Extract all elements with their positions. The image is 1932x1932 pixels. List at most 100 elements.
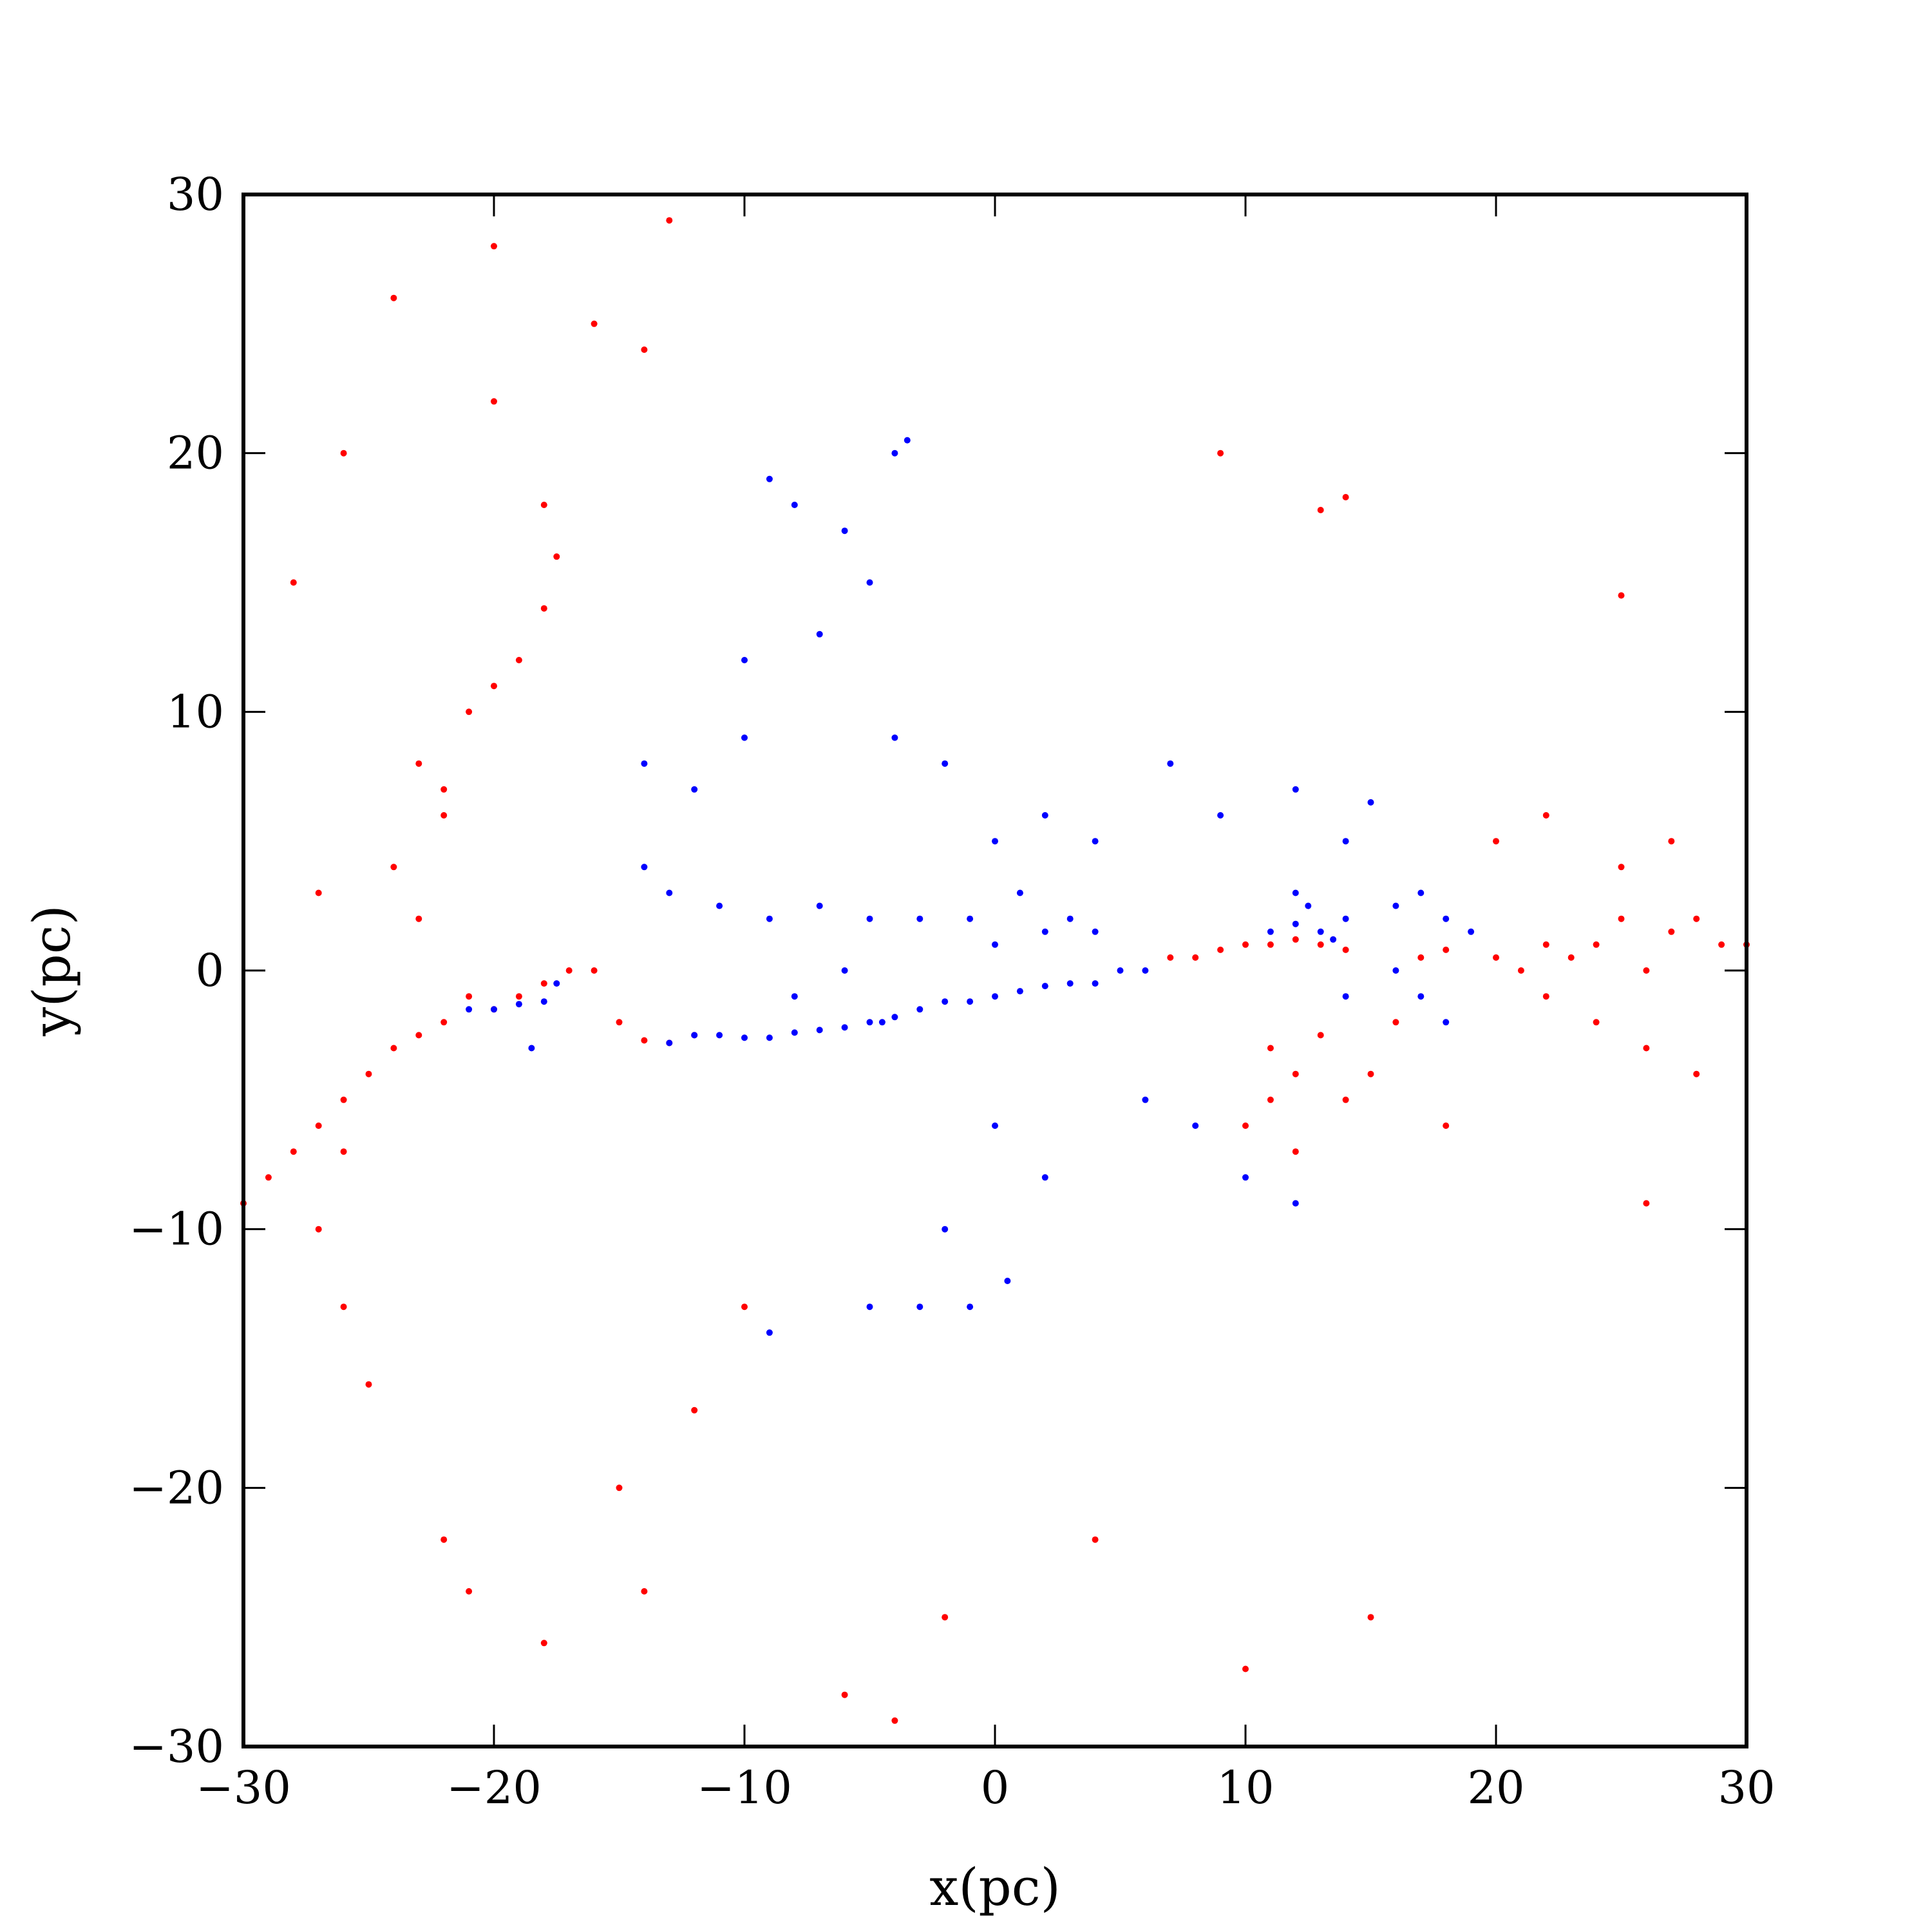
data-point: [1041, 928, 1048, 935]
data-point: [1267, 928, 1274, 935]
data-point: [290, 1148, 297, 1155]
data-point: [515, 657, 522, 663]
data-point: [1217, 946, 1224, 953]
data-point: [992, 941, 998, 948]
data-point: [891, 1717, 898, 1724]
data-point: [1016, 889, 1023, 896]
data-point: [1367, 799, 1374, 806]
data-point: [528, 1045, 535, 1052]
data-point: [1117, 967, 1124, 974]
data-point: [491, 1006, 497, 1013]
data-point: [791, 1029, 798, 1036]
data-point: [791, 993, 798, 1000]
y-tick-label: 20: [167, 427, 224, 480]
data-point: [716, 902, 723, 909]
data-point: [1443, 915, 1450, 922]
data-point: [1392, 902, 1399, 909]
data-point: [1041, 983, 1048, 990]
data-point: [1167, 760, 1174, 767]
data-point: [1092, 928, 1099, 935]
data-point: [1718, 941, 1725, 948]
data-point: [265, 1174, 272, 1181]
data-point: [1367, 1070, 1374, 1077]
data-point: [340, 1303, 347, 1311]
data-point: [1618, 864, 1625, 871]
data-point: [1668, 928, 1675, 935]
data-point: [1041, 812, 1048, 819]
data-point: [540, 502, 547, 508]
data-point: [916, 915, 923, 922]
data-point: [992, 1122, 998, 1129]
data-point: [942, 760, 949, 767]
data-point: [691, 786, 698, 793]
data-point: [1693, 1070, 1700, 1077]
data-point: [390, 1045, 397, 1052]
data-point: [315, 1122, 322, 1129]
data-point: [766, 915, 773, 922]
data-point: [1167, 954, 1174, 961]
data-point: [553, 553, 560, 560]
y-tick-label: 30: [167, 168, 224, 221]
data-point: [340, 1148, 347, 1155]
data-point: [1041, 1174, 1048, 1181]
data-point: [992, 838, 998, 845]
data-point: [1517, 967, 1524, 974]
data-point: [916, 1303, 923, 1311]
data-point: [415, 915, 422, 922]
data-point: [666, 889, 673, 896]
data-point: [641, 346, 648, 353]
x-tick-label: 0: [981, 1761, 1010, 1814]
data-point: [365, 1381, 372, 1388]
data-point: [1217, 450, 1224, 457]
data-point: [1542, 941, 1549, 948]
data-point: [415, 1032, 422, 1039]
data-point: [1618, 915, 1625, 922]
data-point: [1367, 1614, 1374, 1621]
data-point: [691, 1406, 698, 1414]
data-point: [741, 1303, 748, 1311]
data-point: [816, 1027, 823, 1034]
data-point: [1092, 980, 1099, 987]
data-point: [466, 708, 473, 715]
data-point: [1242, 941, 1249, 948]
data-point: [616, 1019, 623, 1026]
data-point: [1542, 812, 1549, 819]
data-point: [766, 475, 773, 482]
x-tick-label: 30: [1718, 1761, 1775, 1814]
data-point: [290, 579, 297, 586]
data-point: [1066, 915, 1074, 922]
data-point: [1593, 1019, 1600, 1026]
data-point: [466, 1588, 473, 1595]
data-point: [878, 1019, 886, 1026]
data-point: [1317, 1032, 1324, 1039]
data-point: [491, 243, 497, 250]
data-point: [415, 760, 422, 767]
x-tick-label: 10: [1217, 1761, 1274, 1814]
data-point: [1493, 838, 1499, 845]
data-point: [1142, 1096, 1149, 1103]
data-point: [1092, 1536, 1099, 1543]
data-point: [1016, 988, 1023, 995]
data-point: [1217, 812, 1224, 819]
x-tick-label: −10: [697, 1761, 792, 1814]
data-point: [1066, 980, 1074, 987]
data-point: [841, 1024, 848, 1031]
data-point: [841, 1691, 848, 1698]
data-point: [1292, 786, 1299, 793]
data-point: [841, 527, 848, 535]
data-point: [1330, 936, 1337, 943]
data-point: [1242, 1174, 1249, 1181]
data-point: [916, 1006, 923, 1013]
data-point: [540, 605, 547, 612]
data-point: [340, 450, 347, 457]
data-point: [641, 1037, 648, 1044]
data-point: [1443, 946, 1450, 953]
data-point: [1292, 920, 1299, 927]
data-point: [1192, 954, 1199, 961]
data-point: [942, 998, 949, 1005]
data-point: [1693, 915, 1700, 922]
data-point: [440, 1536, 448, 1543]
data-point: [540, 1640, 547, 1647]
data-point: [1342, 494, 1349, 500]
